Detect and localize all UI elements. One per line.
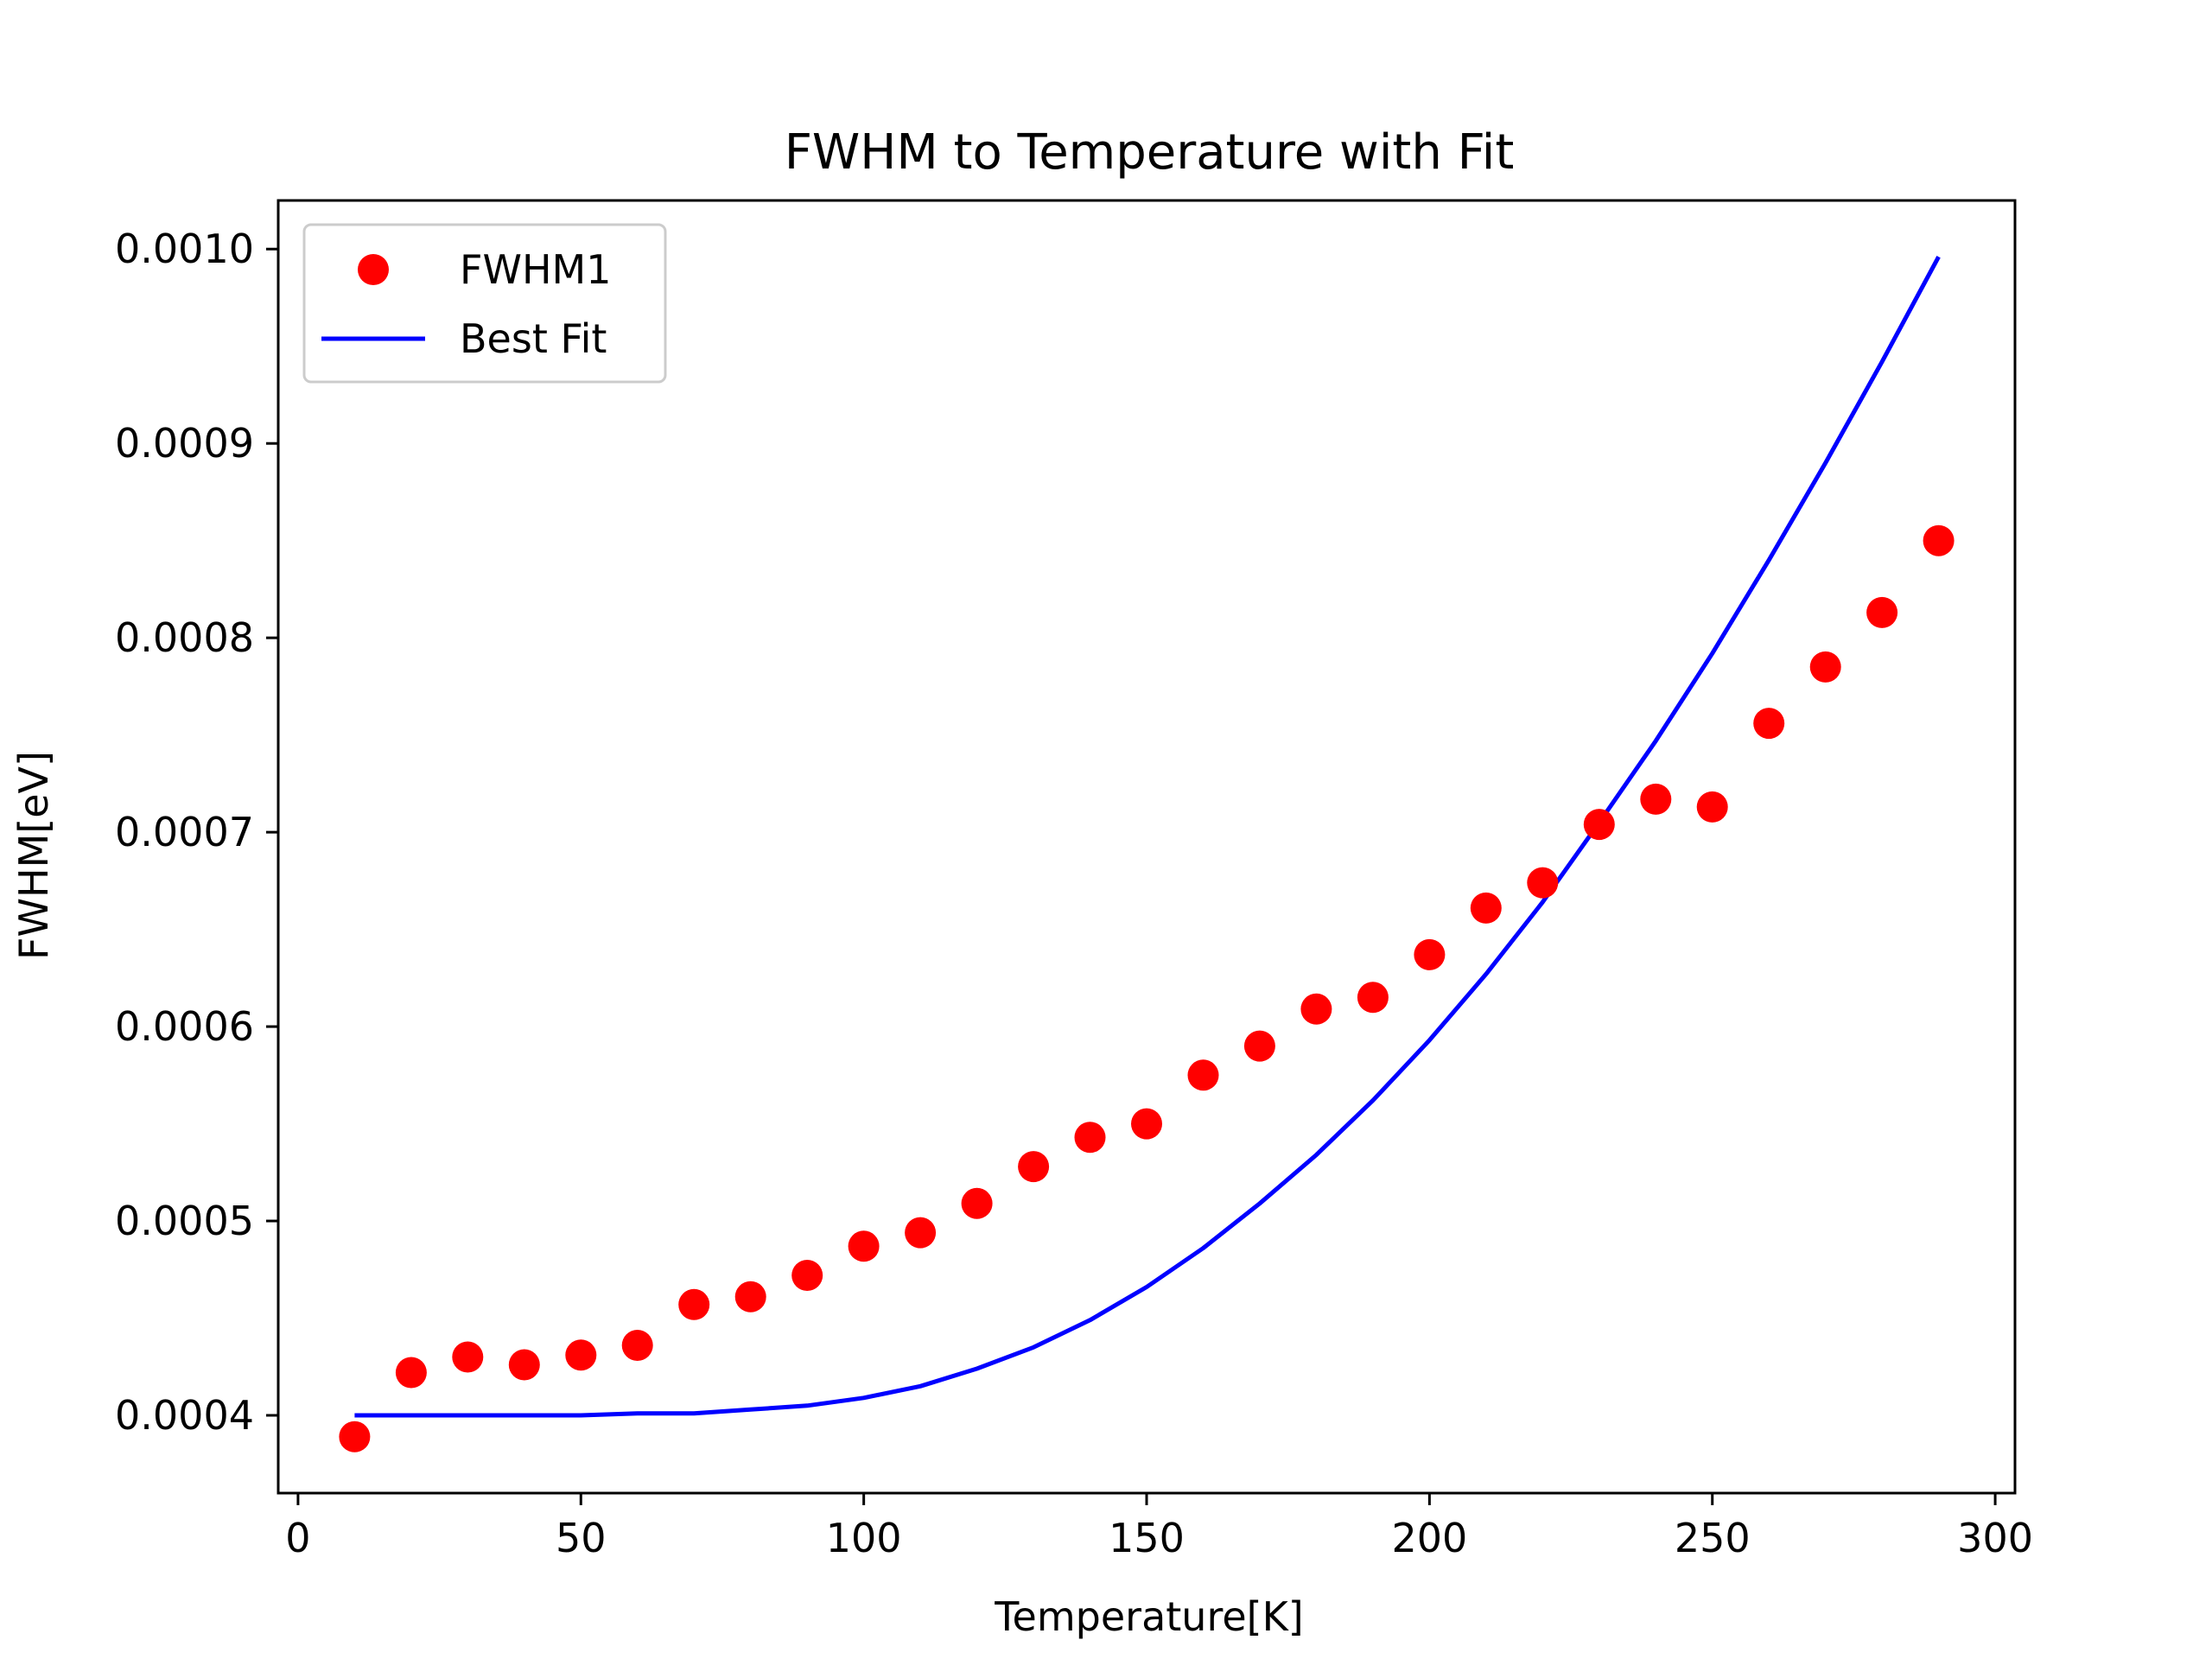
y-tick-label: 0.0006 xyxy=(115,1003,254,1050)
data-point xyxy=(1018,1151,1050,1183)
data-point xyxy=(1640,783,1672,815)
x-tick-label: 100 xyxy=(826,1515,902,1561)
data-point xyxy=(905,1217,937,1249)
x-tick-label: 0 xyxy=(285,1515,310,1561)
data-point xyxy=(1414,938,1446,970)
legend-box xyxy=(302,223,667,384)
data-point xyxy=(961,1187,993,1219)
y-tick-label: 0.0007 xyxy=(115,809,254,855)
data-point xyxy=(1923,524,1955,556)
data-point xyxy=(678,1288,710,1320)
data-point xyxy=(734,1281,766,1313)
y-tick-label: 0.0009 xyxy=(115,420,254,467)
legend-label: FWHM1 xyxy=(460,246,612,293)
data-point xyxy=(1753,708,1785,740)
plot-area: 0 50 100 150 200 250 300 0.0004 0.0005 0.0006 0.00… xyxy=(115,199,2033,1561)
data-point xyxy=(508,1349,540,1381)
data-point xyxy=(1527,867,1559,899)
y-axis-title: FWHM[eV] xyxy=(10,751,57,960)
data-point xyxy=(452,1341,484,1373)
data-point xyxy=(565,1339,597,1371)
legend: FWHM1 Best Fit xyxy=(302,223,667,384)
data-point xyxy=(1696,791,1728,823)
x-axis-title: Temperature[K] xyxy=(994,1593,1303,1640)
x-tick-label: 50 xyxy=(556,1515,607,1561)
chart-title: FWHM to Temperature with Fit xyxy=(785,124,1515,181)
y-tick-label: 0.0008 xyxy=(115,614,254,661)
best-fit-line xyxy=(354,256,1941,1418)
data-point xyxy=(1243,1030,1275,1062)
legend-label: Best Fit xyxy=(460,315,607,362)
y-tick-label: 0.0005 xyxy=(115,1198,254,1244)
data-point xyxy=(339,1421,371,1452)
data-point xyxy=(1357,982,1389,1014)
data-point xyxy=(1470,892,1502,924)
y-tick-label: 0.0004 xyxy=(115,1392,254,1439)
data-point xyxy=(1074,1122,1106,1154)
data-point xyxy=(1866,596,1898,628)
x-tick-label: 150 xyxy=(1109,1515,1185,1561)
legend-marker-fwhm1 xyxy=(358,254,389,285)
data-point xyxy=(1187,1059,1219,1091)
x-tick-label: 200 xyxy=(1391,1515,1467,1561)
x-tick-label: 250 xyxy=(1675,1515,1751,1561)
data-point xyxy=(848,1230,880,1262)
y-tick-label: 0.0010 xyxy=(115,226,254,272)
x-tick-label: 300 xyxy=(1957,1515,2033,1561)
data-point xyxy=(1583,809,1615,841)
data-point xyxy=(395,1357,427,1389)
data-point xyxy=(791,1260,823,1291)
data-point xyxy=(621,1330,653,1361)
data-point xyxy=(1131,1108,1162,1140)
data-point xyxy=(1300,993,1332,1025)
data-point xyxy=(1809,651,1841,683)
